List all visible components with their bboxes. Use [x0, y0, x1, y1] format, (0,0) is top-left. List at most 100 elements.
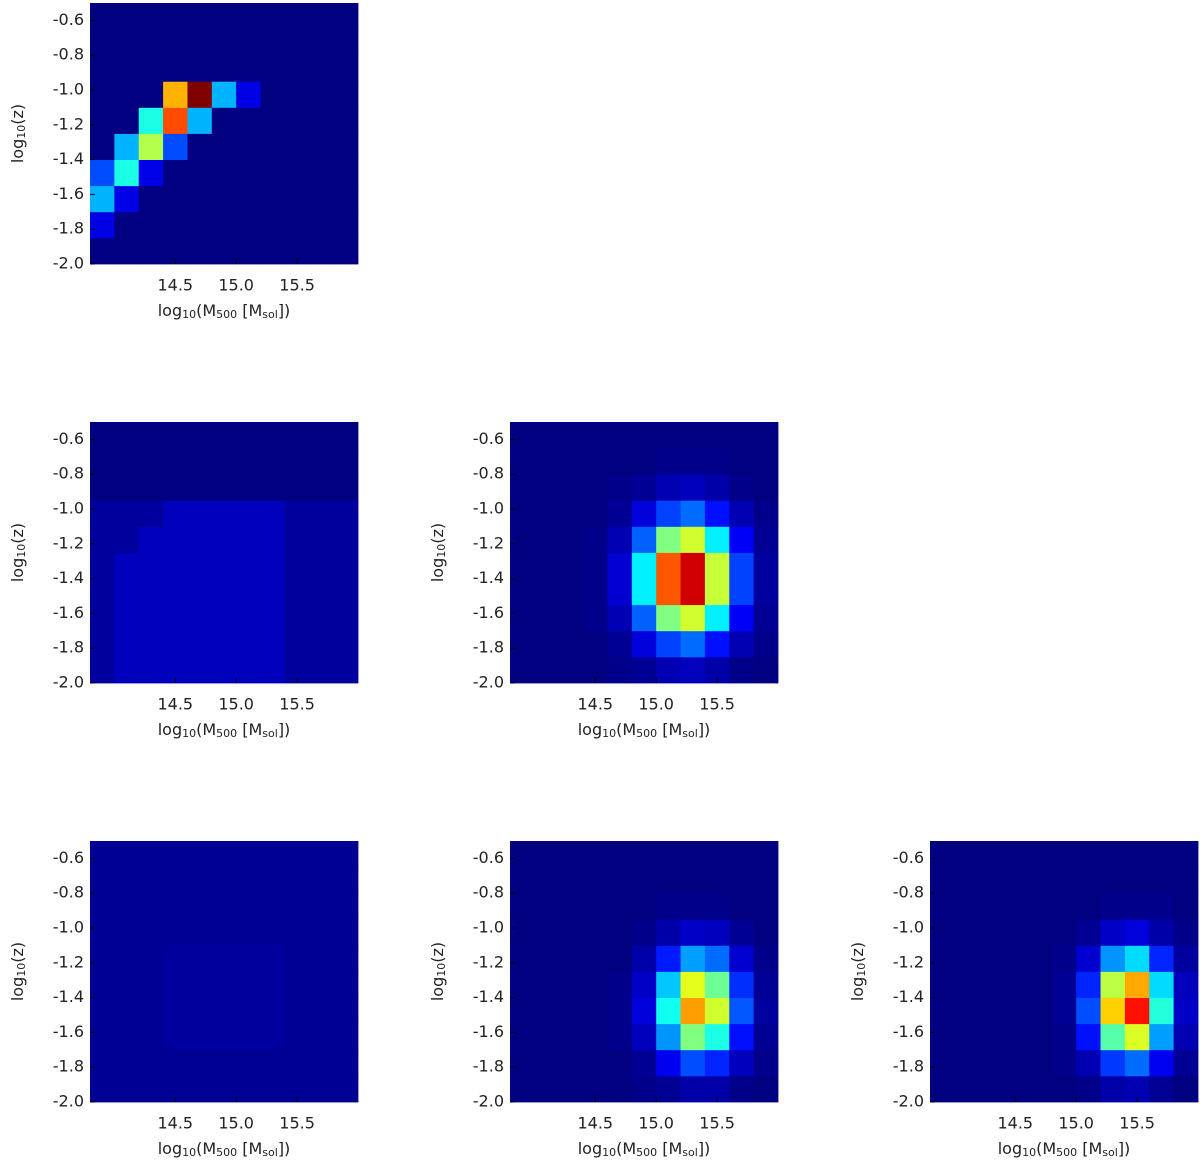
heatmap-cell — [1149, 919, 1175, 946]
heatmap-cell — [163, 578, 188, 606]
y-tick-label: -1.0 — [473, 499, 504, 518]
heatmap-cell — [187, 552, 213, 579]
heatmap-cell — [163, 81, 188, 108]
heatmap-cell — [1051, 971, 1077, 998]
heatmap-cell — [114, 211, 140, 239]
heatmap-cell — [333, 159, 359, 187]
heatmap-cell — [1051, 919, 1077, 946]
y-axis-label: log10(z) — [8, 104, 29, 163]
heatmap-cell — [510, 656, 535, 684]
heatmap-cell — [607, 971, 633, 998]
heatmap-cell — [333, 211, 359, 239]
heatmap-cell — [1149, 841, 1175, 868]
heatmap-cell — [284, 422, 310, 449]
y-tick-label: -1.2 — [893, 952, 924, 971]
heatmap-cell — [309, 656, 335, 684]
heatmap-cell — [583, 893, 608, 920]
heatmap-cell — [753, 552, 779, 579]
heatmap-cell — [236, 841, 261, 868]
heatmap-cell — [558, 552, 584, 579]
heatmap-cell — [138, 552, 164, 579]
heatmap-cell — [284, 526, 310, 553]
heatmap-cell — [114, 630, 140, 658]
y-tick-label: -0.6 — [53, 429, 84, 448]
heatmap-cell — [236, 237, 261, 265]
heatmap-cell — [211, 630, 237, 658]
heatmap-cell — [558, 448, 584, 475]
heatmap-cell — [1003, 1023, 1028, 1051]
y-tick-label: -1.8 — [473, 638, 504, 657]
label-subscript: 10 — [602, 1146, 616, 1159]
heatmap-cell — [309, 422, 335, 449]
heatmap-cell — [90, 997, 115, 1025]
heatmap-cell — [583, 422, 608, 449]
heatmap-cell — [631, 997, 657, 1025]
label-part: [M — [237, 1139, 262, 1158]
heatmap-cell — [211, 656, 237, 684]
y-axis-label: log10(z) — [848, 942, 869, 1001]
heatmap-cell — [236, 1049, 261, 1077]
heatmap-cell — [260, 81, 286, 108]
heatmap-cell — [1003, 867, 1028, 894]
heatmap-cell — [260, 1075, 286, 1103]
y-tick-label: -2.0 — [53, 254, 84, 273]
heatmap-cell — [978, 841, 1004, 868]
y-axis-label: log10(z) — [428, 942, 449, 1001]
label-subscript: sol — [262, 1146, 278, 1159]
heatmap-cell — [163, 841, 188, 868]
label-subscript: sol — [682, 727, 698, 740]
heatmap-cell — [211, 945, 237, 972]
heatmap-cell — [558, 945, 584, 972]
heatmap-cell — [1124, 971, 1150, 998]
heatmap-cell — [138, 237, 164, 265]
heatmap-cell — [114, 945, 140, 972]
heatmap-cell — [631, 656, 657, 684]
heatmap-cell — [163, 893, 188, 920]
heatmap-cell — [236, 867, 261, 894]
y-tick-label: -1.4 — [473, 568, 504, 587]
y-tick-label: -0.8 — [893, 883, 924, 902]
heatmap-cell — [284, 1049, 310, 1077]
heatmap-cell — [309, 81, 335, 108]
y-tick-label: -1.8 — [893, 1057, 924, 1076]
heatmap-cell — [753, 656, 779, 684]
heatmap-cell — [583, 919, 608, 946]
y-tick-label: -0.8 — [473, 464, 504, 483]
x-axis-label: log10(M500 [Msol]) — [158, 301, 291, 322]
heatmap-cell — [558, 656, 584, 684]
y-axis-label: log10(z) — [428, 523, 449, 582]
heatmap-cell — [236, 578, 261, 606]
heatmap-cell — [558, 867, 584, 894]
heatmap-cell — [114, 656, 140, 684]
label-part: (M — [1036, 1139, 1056, 1158]
heatmap-cell — [284, 211, 310, 239]
heatmap-cell — [930, 945, 955, 972]
heatmap-cell — [954, 1023, 980, 1051]
heatmap-cell — [309, 919, 335, 946]
heatmap-cell — [656, 919, 681, 946]
y-tick-label: -1.2 — [473, 952, 504, 971]
label-part: (z) — [428, 942, 447, 963]
heatmap-cell — [187, 422, 213, 449]
heatmap-cell — [309, 841, 335, 868]
heatmap-cell — [236, 919, 261, 946]
heatmap-cell — [631, 971, 657, 998]
heatmap-cell — [583, 474, 608, 501]
heatmap-cell — [631, 474, 657, 501]
heatmap-cell — [236, 55, 261, 82]
heatmap-cell — [558, 604, 584, 632]
heatmap-cell — [510, 500, 535, 527]
heatmap-cell — [704, 919, 730, 946]
heatmap-cell — [753, 526, 779, 553]
heatmap-cell — [187, 604, 213, 632]
heatmap-cell — [1124, 919, 1150, 946]
label-part: [M — [237, 301, 262, 320]
heatmap-cell — [607, 1023, 633, 1051]
heatmap-cell — [187, 919, 213, 946]
heatmap-cell — [631, 630, 657, 658]
heatmap-cell — [236, 945, 261, 972]
heatmap-cell — [1027, 997, 1053, 1025]
heatmap-cell — [583, 604, 608, 632]
heatmap-cell — [138, 604, 164, 632]
heatmap-cell — [211, 893, 237, 920]
